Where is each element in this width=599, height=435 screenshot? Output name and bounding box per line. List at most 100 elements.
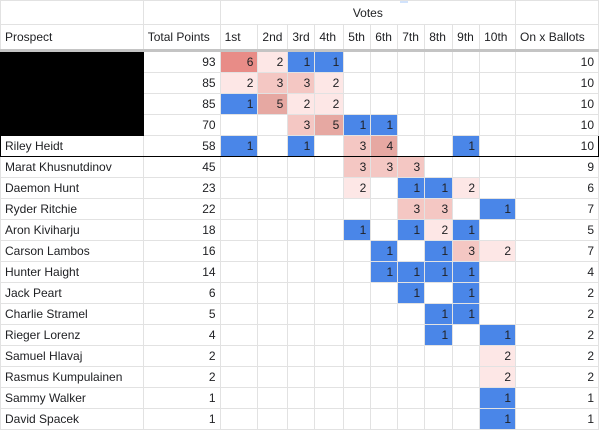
vote-cell[interactable]: 1 — [370, 114, 399, 136]
vote-cell[interactable] — [257, 198, 289, 220]
vote-cell[interactable] — [287, 261, 316, 283]
vote-cell[interactable] — [370, 219, 399, 241]
vote-cell[interactable] — [314, 198, 345, 220]
vote-cell[interactable] — [452, 93, 481, 115]
ballots-count[interactable]: 10 — [515, 93, 599, 115]
vote-cell[interactable]: 1 — [314, 50, 345, 73]
vote-cell[interactable] — [219, 303, 259, 325]
vote-cell[interactable] — [479, 156, 517, 178]
vote-cell[interactable] — [257, 135, 289, 157]
vote-cell[interactable] — [219, 282, 259, 304]
vote-cell[interactable] — [370, 72, 399, 94]
vote-cell[interactable] — [287, 156, 316, 178]
prospect-name[interactable]: Riley Heidt — [0, 135, 144, 157]
vote-cell[interactable] — [452, 345, 481, 367]
vote-cell[interactable] — [257, 156, 289, 178]
vote-cell[interactable] — [370, 366, 399, 388]
vote-cell[interactable] — [287, 177, 316, 199]
vote-cell[interactable] — [219, 177, 259, 199]
total-points[interactable]: 1 — [142, 387, 221, 409]
column-header[interactable]: 7th — [397, 24, 426, 52]
column-header[interactable]: Prospect — [0, 24, 144, 52]
vote-cell[interactable] — [343, 303, 372, 325]
vote-cell[interactable] — [397, 408, 426, 430]
column-header[interactable]: 6th — [370, 24, 399, 52]
vote-cell[interactable] — [452, 324, 481, 346]
total-points[interactable]: 4 — [142, 324, 221, 346]
prospect-name[interactable]: Carson Lambos — [0, 240, 144, 262]
vote-cell[interactable]: 2 — [314, 93, 345, 115]
vote-cell[interactable] — [257, 366, 289, 388]
ballots-count[interactable]: 1 — [515, 408, 599, 430]
vote-cell[interactable]: 1 — [397, 219, 426, 241]
vote-cell[interactable]: 2 — [314, 72, 345, 94]
vote-cell[interactable] — [314, 366, 345, 388]
vote-cell[interactable] — [370, 282, 399, 304]
vote-cell[interactable] — [343, 282, 372, 304]
vote-cell[interactable] — [452, 50, 481, 73]
vote-cell[interactable]: 1 — [287, 50, 316, 73]
vote-cell[interactable]: 1 — [424, 303, 454, 325]
vote-cell[interactable] — [219, 198, 259, 220]
vote-cell[interactable] — [219, 366, 259, 388]
vote-cell[interactable] — [287, 408, 316, 430]
total-points[interactable]: 16 — [142, 240, 221, 262]
column-header[interactable]: 9th — [452, 24, 481, 52]
vote-cell[interactable]: 2 — [287, 93, 316, 115]
vote-cell[interactable] — [314, 219, 345, 241]
total-points[interactable]: 23 — [142, 177, 221, 199]
vote-cell[interactable] — [370, 387, 399, 409]
vote-cell[interactable]: 1 — [479, 387, 517, 409]
vote-cell[interactable] — [424, 72, 454, 94]
vote-cell[interactable] — [257, 345, 289, 367]
prospect-name[interactable]: Hunter Haight — [0, 261, 144, 283]
vote-cell[interactable]: 2 — [479, 366, 517, 388]
vote-cell[interactable]: 1 — [424, 177, 454, 199]
vote-cell[interactable] — [219, 156, 259, 178]
ballots-count[interactable]: 2 — [515, 345, 599, 367]
vote-cell[interactable] — [424, 114, 454, 136]
prospect-name[interactable]: Marat Khusnutdinov — [0, 156, 144, 178]
vote-cell[interactable] — [314, 282, 345, 304]
vote-cell[interactable] — [424, 156, 454, 178]
vote-cell[interactable] — [370, 345, 399, 367]
vote-cell[interactable] — [314, 324, 345, 346]
vote-cell[interactable]: 1 — [397, 282, 426, 304]
vote-cell[interactable]: 3 — [287, 72, 316, 94]
vote-cell[interactable]: 3 — [370, 156, 399, 178]
vote-cell[interactable]: 3 — [343, 156, 372, 178]
vote-cell[interactable] — [424, 93, 454, 115]
total-points[interactable]: 22 — [142, 198, 221, 220]
cell[interactable] — [0, 0, 144, 25]
total-points[interactable]: 85 — [142, 72, 221, 94]
prospect-name[interactable]: Charlie Stramel — [0, 303, 144, 325]
vote-cell[interactable] — [287, 387, 316, 409]
vote-cell[interactable]: 1 — [397, 177, 426, 199]
vote-cell[interactable]: 5 — [257, 93, 289, 115]
vote-cell[interactable] — [452, 198, 481, 220]
vote-cell[interactable] — [397, 50, 426, 73]
vote-cell[interactable] — [370, 198, 399, 220]
vote-cell[interactable]: 1 — [479, 324, 517, 346]
votes-group-header[interactable]: Votes — [219, 0, 517, 25]
vote-cell[interactable] — [314, 345, 345, 367]
vote-cell[interactable] — [343, 93, 372, 115]
vote-cell[interactable] — [424, 366, 454, 388]
vote-cell[interactable] — [370, 93, 399, 115]
total-points[interactable]: 6 — [142, 282, 221, 304]
vote-cell[interactable] — [343, 366, 372, 388]
ballots-count[interactable]: 2 — [515, 303, 599, 325]
vote-cell[interactable] — [343, 324, 372, 346]
vote-cell[interactable] — [424, 345, 454, 367]
column-header[interactable]: Total Points — [142, 24, 221, 52]
vote-cell[interactable] — [397, 114, 426, 136]
ballots-count[interactable]: 2 — [515, 282, 599, 304]
vote-cell[interactable] — [257, 261, 289, 283]
vote-cell[interactable] — [257, 240, 289, 262]
vote-cell[interactable] — [257, 219, 289, 241]
total-points[interactable]: 2 — [142, 366, 221, 388]
vote-cell[interactable]: 1 — [219, 135, 259, 157]
column-header[interactable]: 5th — [343, 24, 372, 52]
column-header[interactable]: 10th — [479, 24, 517, 52]
prospect-name[interactable]: David Spacek — [0, 408, 144, 430]
